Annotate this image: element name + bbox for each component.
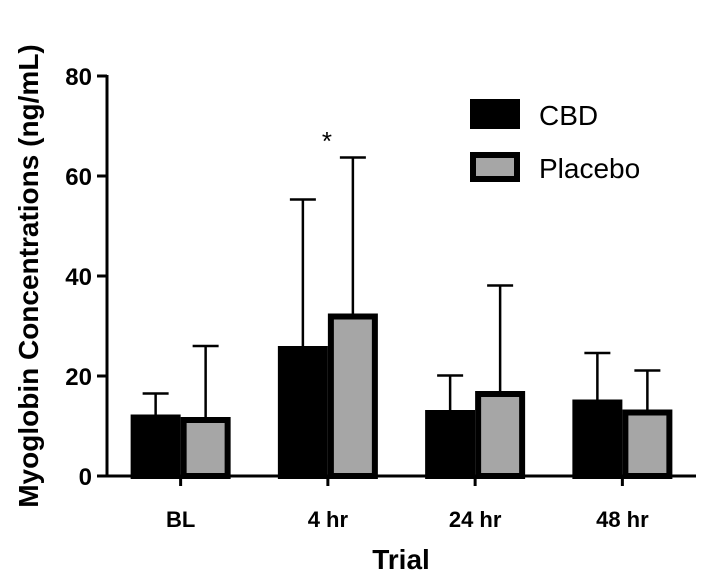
legend-swatch-placebo [470, 152, 520, 182]
error-bars [142, 156, 661, 417]
x-tick-label: 4 hr [308, 507, 349, 532]
y-axis-title: Myoglobin Concentrations (ng/mL) [13, 44, 44, 508]
bar-placebo [180, 417, 231, 479]
bar-placebo [622, 409, 673, 479]
x-tick-label: 48 hr [596, 507, 649, 532]
x-tick-label: 24 hr [449, 507, 502, 532]
bar-cbd [572, 399, 623, 479]
bar-cbd [277, 346, 328, 479]
annotations: * [322, 126, 332, 156]
bar-placebo [327, 313, 378, 479]
legend-label-cbd: CBD [539, 100, 598, 131]
y-ticks: 0 20 40 60 80 [65, 64, 107, 491]
bar-placebo [475, 391, 526, 479]
bar-cbd [425, 410, 476, 479]
legend: CBD Placebo [470, 99, 640, 184]
y-tick-label: 60 [65, 164, 92, 191]
x-ticks: BL 4 hr 24 hr 48 hr [166, 476, 649, 532]
y-tick-label: 80 [65, 64, 92, 91]
y-tick-label: 20 [65, 364, 92, 391]
x-axis-title: Trial [372, 544, 430, 575]
x-tick-label: BL [166, 507, 195, 532]
bars [130, 313, 673, 479]
legend-label-placebo: Placebo [539, 153, 640, 184]
significance-marker: * [322, 126, 332, 156]
bar-cbd [130, 414, 181, 479]
legend-swatch-cbd [470, 99, 520, 129]
y-tick-label: 0 [79, 464, 92, 491]
y-tick-label: 40 [65, 264, 92, 291]
